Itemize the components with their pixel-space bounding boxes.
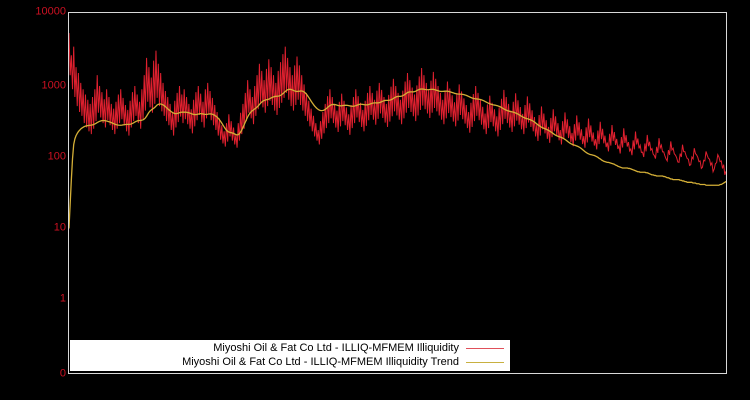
ytick-label: 10000 — [35, 5, 66, 18]
legend-label: Miyoshi Oil & Fat Co Ltd - ILLIQ-MFMEM I… — [213, 342, 459, 354]
ytick-label: 1 — [59, 292, 66, 305]
legend-color-swatch — [466, 362, 504, 363]
legend-entry-illiquidity-trend: Miyoshi Oil & Fat Co Ltd - ILLIQ-MFMEM I… — [70, 356, 510, 370]
legend-entry-illiquidity: Miyoshi Oil & Fat Co Ltd - ILLIQ-MFMEM I… — [70, 342, 510, 356]
legend-color-swatch — [466, 348, 504, 349]
ytick-label: 1000 — [41, 79, 66, 92]
ytick-label: 0 — [59, 367, 66, 380]
chart-legend: Miyoshi Oil & Fat Co Ltd - ILLIQ-MFMEM I… — [70, 340, 510, 371]
ytick-label: 100 — [47, 150, 66, 163]
series-illiquidity-trend — [69, 88, 726, 229]
series-illiquidity — [69, 33, 726, 176]
ytick-label: 10 — [53, 221, 66, 234]
plot-area — [68, 12, 727, 374]
legend-label: Miyoshi Oil & Fat Co Ltd - ILLIQ-MFMEM I… — [182, 356, 459, 368]
series-canvas — [69, 33, 726, 229]
